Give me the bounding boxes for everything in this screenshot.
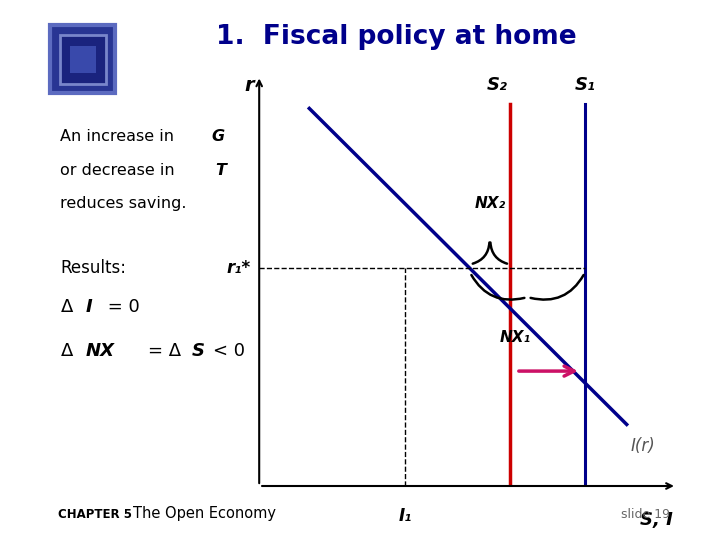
Text: The Open Economy: The Open Economy [133,506,276,521]
Text: An increase in: An increase in [60,130,179,144]
Text: S, I: S, I [640,511,672,529]
FancyBboxPatch shape [70,46,96,73]
Text: NX₁: NX₁ [500,330,531,345]
Text: Results:: Results: [60,259,127,276]
Text: slide 19: slide 19 [621,508,670,521]
Text: 1.  Fiscal policy at home: 1. Fiscal policy at home [216,24,576,50]
Text: r₁*: r₁* [227,260,251,278]
Text: I₁: I₁ [399,507,412,524]
Text: = Δ: = Δ [148,342,181,360]
Text: G: G [211,130,224,144]
FancyBboxPatch shape [60,35,106,84]
Text: I(r): I(r) [631,437,656,455]
FancyBboxPatch shape [50,25,115,93]
Text: Δ: Δ [60,298,73,316]
Text: S₁: S₁ [575,76,595,94]
Text: reduces saving.: reduces saving. [60,196,186,211]
Text: S: S [192,342,205,360]
Text: I: I [86,298,93,316]
Text: Δ: Δ [60,342,73,360]
Text: T: T [215,163,226,178]
Text: CHAPTER 5: CHAPTER 5 [58,508,132,521]
Text: NX: NX [86,342,115,360]
Text: r: r [244,76,253,94]
Text: or decrease in: or decrease in [60,163,179,178]
Text: < 0: < 0 [212,342,245,360]
Text: NX₂: NX₂ [474,196,505,211]
Text: S₂: S₂ [487,76,508,94]
Text: = 0: = 0 [102,298,140,316]
